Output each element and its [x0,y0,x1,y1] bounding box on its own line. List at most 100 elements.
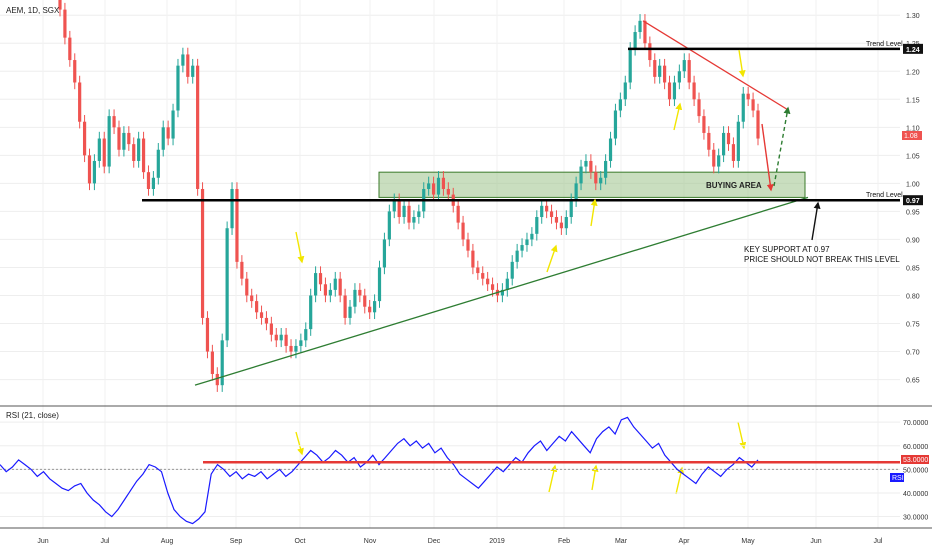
candle-body [289,345,293,352]
candle-body [328,289,332,296]
candle-body [58,0,62,10]
candle-body [682,60,686,72]
price-tick-label: 1.30 [906,13,920,20]
candle-body [205,317,210,352]
candle-body [427,183,431,189]
candle-body [358,289,362,296]
candle-body [731,144,736,161]
candle-body [412,217,416,223]
candle-body [78,82,82,122]
candle-body [348,306,352,318]
candle-body [751,99,755,111]
candle-body [353,289,357,307]
candle-body [387,211,391,240]
rsi-tick-label: 60.0000 [903,444,928,451]
candle-body [559,222,563,229]
candle-body [604,160,608,178]
rsi-tick-label: 50.0000 [903,467,928,474]
candle-body [87,155,92,184]
candle-body [196,65,200,189]
support-trendline [194,196,809,386]
price-tick-label: 1.10 [906,125,920,132]
time-tick-label: Aug [161,538,174,545]
trend-level-value: 1.24 [906,47,920,54]
candle-body [697,99,701,117]
candle-body [215,373,219,386]
candle-body [431,183,436,195]
candle-body [436,177,441,195]
trend-level-badge-bg [903,195,923,206]
candle-body [643,20,647,44]
candle-body [746,93,750,100]
yellow-arrow [548,464,558,493]
black-pointer-arrow [811,201,821,241]
candle-body [648,43,652,61]
candle-body [446,188,450,195]
rsi-badge-bg [890,473,904,482]
candle-body [132,144,136,161]
price-tick-label: 1.05 [906,153,920,160]
candle-body [112,116,116,128]
candle-body [382,239,387,268]
candle-body [402,205,406,218]
candle-body [107,116,111,167]
price-tick-label: 0.65 [906,378,920,385]
candle-body [599,177,603,184]
rsi-title: RSI (21, close) [6,411,59,420]
yellow-arrow [546,244,558,273]
yellow-arrow [738,49,746,78]
candle-body [594,172,598,184]
candle-body [407,205,411,223]
yellow-arrow [295,231,305,264]
candle-body [574,183,578,201]
trend-level-label: Trend Level [866,192,903,199]
rsi-axis: 70.0000 60.0000 50.0000 40.0000 30.0000 [903,420,928,521]
candle-body [220,340,224,386]
candle-body [127,132,131,145]
candle-body [166,127,170,139]
time-tick-label: Feb [558,538,570,545]
time-tick-label: Apr [679,538,691,545]
time-tick-label: Jul [874,538,883,545]
candle-body [309,295,313,330]
candle-body [633,32,637,49]
price-tick-label: 0.85 [906,265,920,272]
candle-body [589,160,593,173]
rsi-line [0,416,759,525]
candle-body [663,65,667,83]
candle-body [368,306,372,313]
candle-body [741,93,745,122]
candle-body [82,121,87,156]
candle-body [304,329,308,341]
candle-body [181,54,185,66]
candle-body [417,211,421,218]
candle-body [68,37,72,61]
candle-body [186,54,190,77]
candle-body [230,188,234,229]
time-tick-label: Oct [295,538,306,545]
rsi-badge: RSI [892,475,904,482]
candle-body [505,278,509,290]
candle-body [102,138,106,167]
candle-body [584,160,588,167]
candle-body [486,278,490,285]
candle-body [279,334,283,341]
candle-body [294,345,298,352]
yellow-arrow [673,102,683,131]
buying-area-label: BUYING AREA [706,181,762,190]
candle-body [191,65,195,77]
price-grid [0,0,900,528]
candle-body [343,295,347,318]
candle-body [314,273,318,296]
candle-body [500,289,504,296]
price-tick-label: 0.90 [906,237,920,244]
candle-body [569,200,573,218]
red-down-arrow [761,123,774,192]
candle-body [712,149,716,167]
rsi-tick-label: 70.0000 [903,420,928,427]
time-tick-label: Sep [230,538,243,545]
candle-body [736,121,740,161]
trend-level-label: Trend Level [866,41,903,48]
trendlines [194,20,809,386]
